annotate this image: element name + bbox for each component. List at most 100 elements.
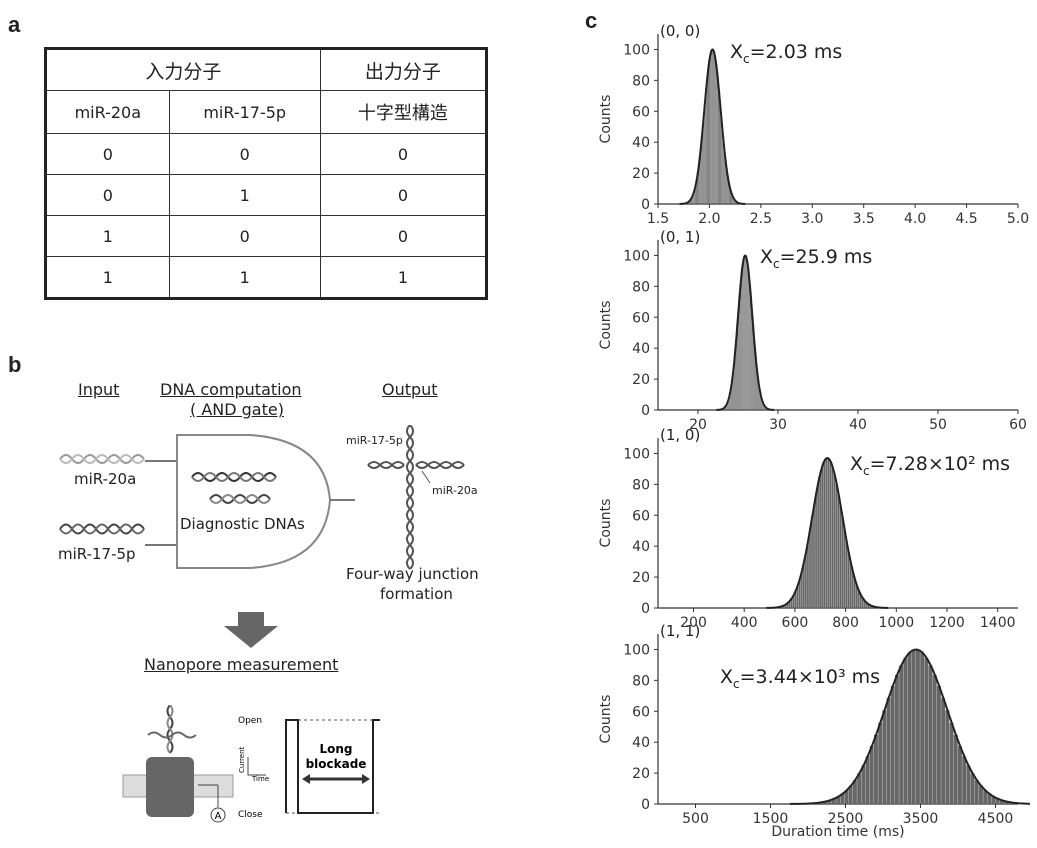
chart-title: (0, 0) bbox=[660, 22, 700, 40]
histogram-bar bbox=[715, 65, 717, 204]
histogram-bar bbox=[823, 801, 828, 804]
histogram-bar bbox=[819, 473, 821, 608]
histogram-bar bbox=[694, 185, 696, 204]
histogram-bar bbox=[735, 340, 737, 410]
histogram-bar bbox=[732, 371, 734, 410]
x-tick-label: 4.5 bbox=[955, 211, 977, 227]
output-header: 出力分子 bbox=[319, 48, 488, 91]
column-label: miR-20a bbox=[45, 90, 170, 134]
cell: 0 bbox=[168, 215, 321, 257]
input-header: 入力分子 bbox=[45, 48, 321, 91]
histogram-bar bbox=[755, 362, 757, 410]
cell: 0 bbox=[319, 133, 488, 175]
histogram-bar bbox=[803, 561, 805, 608]
histogram-bar bbox=[916, 649, 920, 804]
histogram-bar bbox=[726, 404, 727, 410]
histogram-bar bbox=[690, 198, 692, 204]
histogram-bar bbox=[837, 493, 840, 608]
histogram-bar bbox=[707, 74, 708, 204]
cell: 1 bbox=[319, 256, 488, 299]
histogram-bar bbox=[811, 517, 813, 608]
fit-curve bbox=[716, 254, 774, 411]
output-title: Output bbox=[382, 380, 438, 399]
histogram-bar bbox=[924, 657, 929, 804]
peak-annotation: Xc=2.03 ms bbox=[730, 41, 842, 66]
histogram-bar bbox=[865, 756, 870, 804]
histogram-bar bbox=[759, 391, 761, 410]
x-tick-label: 3500 bbox=[903, 811, 939, 827]
histogram-bar bbox=[705, 85, 707, 204]
histogram-bar bbox=[727, 399, 729, 410]
x-tick-label: 400 bbox=[731, 615, 758, 631]
y-tick-label: 40 bbox=[632, 341, 650, 357]
table-row: 1 0 0 bbox=[45, 215, 488, 257]
cell: 0 bbox=[319, 215, 488, 257]
histogram-bar bbox=[836, 796, 841, 804]
y-tick-label: 80 bbox=[632, 673, 650, 689]
down-arrow-icon bbox=[224, 612, 278, 648]
histogram-bar bbox=[689, 200, 691, 204]
x-tick-label: 4.0 bbox=[904, 211, 926, 227]
histogram-bar bbox=[800, 570, 803, 608]
helix-icon bbox=[59, 454, 145, 464]
histogram-bar bbox=[920, 652, 925, 804]
y-tick-label: 40 bbox=[632, 735, 650, 751]
histogram-bar bbox=[702, 122, 704, 204]
histogram-bar bbox=[859, 594, 862, 608]
x-tick-label: 4500 bbox=[978, 811, 1014, 827]
x-tick-label: 3.0 bbox=[801, 211, 823, 227]
histogram-bar bbox=[821, 466, 823, 608]
fit-curve bbox=[679, 48, 746, 205]
input-label-1: miR-20a bbox=[74, 470, 137, 488]
histogram-bar bbox=[739, 291, 741, 410]
histogram-bar bbox=[945, 710, 950, 804]
histogram-bar bbox=[733, 198, 735, 204]
histogram-bar bbox=[995, 798, 1000, 804]
trace-close-label: Close bbox=[238, 810, 263, 820]
histogram-bar bbox=[843, 529, 846, 608]
histogram-bar bbox=[827, 458, 830, 608]
y-tick-label: 0 bbox=[641, 601, 650, 617]
histogram-bar bbox=[744, 255, 745, 410]
histogram-bar bbox=[698, 165, 700, 204]
helix-icon bbox=[209, 494, 271, 504]
histogram-bar bbox=[807, 540, 809, 608]
histogram-bar bbox=[794, 590, 797, 608]
helix-icon bbox=[209, 494, 271, 504]
histogram-bar bbox=[911, 649, 916, 804]
histogram-bar bbox=[949, 722, 954, 804]
histogram-bar bbox=[722, 134, 724, 204]
histogram-bar bbox=[813, 505, 815, 608]
helix-icon bbox=[59, 523, 145, 535]
histogram-bar bbox=[734, 200, 736, 204]
histogram-bar bbox=[851, 570, 854, 608]
y-tick-label: 60 bbox=[632, 508, 650, 524]
histogram-bar bbox=[991, 796, 996, 804]
histogram-panel: 0 20 40 60 80 100 1.5 2.0 2.5 3.0 3.5 4.0 4.5 5.0 Coun… bbox=[598, 22, 1030, 840]
histogram-bar bbox=[723, 145, 725, 204]
histogram-bar bbox=[750, 303, 752, 410]
histogram-bar bbox=[874, 734, 878, 804]
histogram-bar bbox=[710, 52, 712, 204]
histogram-bar bbox=[857, 590, 860, 608]
histogram-bar bbox=[899, 665, 904, 804]
x-tick-label: 1200 bbox=[929, 615, 965, 631]
histogram-bar bbox=[855, 584, 858, 608]
histogram-bar bbox=[730, 386, 732, 410]
histogram-bar bbox=[716, 74, 718, 204]
x-tick-label: 60 bbox=[1009, 417, 1027, 433]
histogram-bar bbox=[732, 196, 734, 204]
table-row: 0 0 0 bbox=[45, 133, 488, 175]
chart-title: (1, 1) bbox=[660, 622, 700, 640]
peak-annotation: Xc=25.9 ms bbox=[760, 246, 872, 271]
histogram-bar bbox=[840, 793, 845, 804]
histogram-bar bbox=[983, 790, 988, 804]
histogram-bar bbox=[751, 316, 753, 410]
histogram-bar bbox=[786, 602, 789, 608]
histogram-bar bbox=[738, 303, 740, 410]
y-axis-label: Counts bbox=[598, 499, 614, 548]
histogram-bar bbox=[754, 351, 756, 410]
histogram-bar bbox=[758, 386, 760, 410]
histogram-bar bbox=[792, 594, 795, 608]
histogram-bar bbox=[691, 196, 693, 204]
